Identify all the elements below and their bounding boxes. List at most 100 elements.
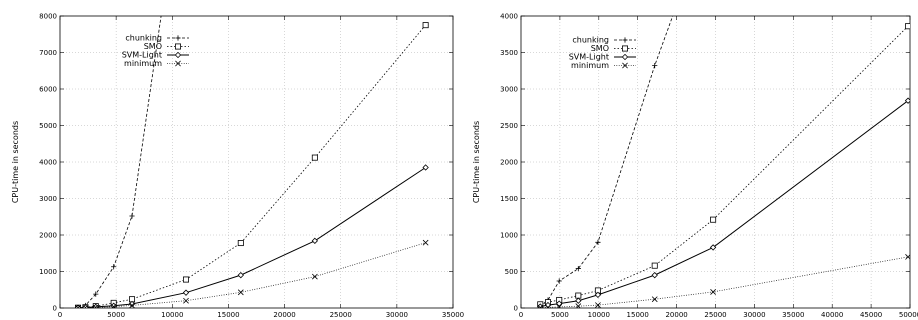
data-point-chunking <box>575 265 581 272</box>
x-tick-label: 10000 <box>588 311 610 319</box>
y-tick-label: 1000 <box>39 268 57 276</box>
legend-marker-chunking <box>622 37 628 43</box>
series-line-minimum <box>77 242 426 308</box>
y-tick-label: 8000 <box>39 13 57 21</box>
x-tick-label: 0 <box>58 311 62 319</box>
data-point-chunking <box>93 291 99 297</box>
legend-label-svm-light: SVM-Light <box>569 53 609 62</box>
data-point-minimum <box>129 302 135 308</box>
x-tick-label: 15000 <box>627 311 649 319</box>
data-point-smo <box>237 240 244 247</box>
data-point-chunking <box>652 63 658 69</box>
data-point-svm-light <box>575 297 582 304</box>
legend-label-smo: SMO <box>591 44 609 53</box>
legend-label-smo: SMO <box>144 42 162 51</box>
data-point-smo <box>311 154 318 161</box>
data-point-minimum <box>183 297 189 304</box>
x-tick-label: 20000 <box>665 311 687 319</box>
y-tick-label: 3500 <box>500 49 518 57</box>
data-point-minimum <box>537 304 544 308</box>
legend-marker-smo <box>174 43 181 50</box>
data-point-svm-light <box>422 164 429 171</box>
chart-panel-left: 0 5000 10000 15000 20000 25000 30000 35000 0 1000… <box>11 13 464 320</box>
data-point-smo <box>575 292 582 299</box>
data-point-smo <box>422 22 429 29</box>
x-tick-label: 5000 <box>551 311 569 319</box>
legend-label-chunking: chunking <box>572 36 609 45</box>
y-tick-label: 2000 <box>39 232 57 240</box>
legend-marker-smo <box>622 45 629 52</box>
series-line-svm-light <box>77 167 426 308</box>
y-tick-label: 7000 <box>39 49 57 57</box>
legend-marker-chunking <box>175 35 181 41</box>
x-tick-label: 35000 <box>442 311 464 319</box>
x-tick-label: 30000 <box>743 311 765 319</box>
y-tick-label: 4000 <box>39 159 57 167</box>
legend-marker-minimum <box>175 60 181 67</box>
x-tick-label: 20000 <box>273 311 295 319</box>
data-point-smo <box>651 262 658 269</box>
data-point-chunking <box>111 264 117 270</box>
legend-marker-svm-light <box>621 53 629 61</box>
data-point-minimum <box>575 303 582 308</box>
legend-marker-minimum <box>622 62 628 69</box>
plot-area <box>537 16 910 308</box>
data-point-svm-light <box>74 304 82 308</box>
x-tick-label: 5000 <box>107 311 125 319</box>
data-point-svm-light <box>651 271 658 279</box>
y-tick-label: 5000 <box>39 122 57 130</box>
legend-label-minimum: minimum <box>571 61 609 70</box>
data-point-svm-light <box>237 271 244 279</box>
x-tick-label: 25000 <box>704 311 726 319</box>
data-point-minimum <box>595 302 601 308</box>
data-point-minimum <box>651 296 658 303</box>
data-point-minimum <box>545 304 551 308</box>
data-point-smo <box>182 276 189 283</box>
data-point-minimum <box>110 303 117 308</box>
data-point-svm-light <box>182 289 190 296</box>
plot-frame <box>59 15 454 309</box>
x-tick-label: 25000 <box>330 311 352 319</box>
x-tick-label: 35000 <box>782 311 804 319</box>
data-point-svm-light <box>594 291 602 299</box>
data-point-minimum <box>92 304 99 308</box>
plot-frame <box>520 15 911 309</box>
data-point-minimum <box>75 305 81 308</box>
data-point-minimum <box>422 239 429 246</box>
x-tick-label: 40000 <box>821 311 843 319</box>
y-tick-label: 3000 <box>500 86 518 94</box>
data-point-svm-light <box>82 304 89 308</box>
data-point-svm-light <box>556 300 563 307</box>
series-line-svm-light <box>540 100 909 307</box>
data-point-smo <box>710 216 717 223</box>
y-tick-label: 1500 <box>500 195 518 203</box>
y-axis-title: CPU-time in seconds <box>11 121 20 203</box>
data-point-minimum <box>556 304 563 308</box>
data-point-svm-light <box>709 244 717 251</box>
series-line-minimum <box>540 256 909 308</box>
legend-label-chunking: chunking <box>125 34 162 43</box>
data-point-minimum <box>82 304 89 308</box>
data-point-minimum <box>905 254 910 260</box>
data-point-chunking <box>595 239 601 245</box>
x-tick-label: 15000 <box>217 311 239 319</box>
legend-label-svm-light: SVM-Light <box>122 51 162 60</box>
y-tick-label: 3000 <box>39 195 57 203</box>
data-point-svm-light <box>904 97 910 104</box>
data-point-svm-light <box>311 237 319 245</box>
data-point-chunking <box>129 213 135 219</box>
plot-area <box>74 16 429 308</box>
data-point-smo <box>905 23 910 30</box>
legend-label-minimum: minimum <box>124 59 162 68</box>
y-tick-label: 2500 <box>500 122 518 130</box>
y-tick-label: 2000 <box>500 159 518 167</box>
y-tick-label: 6000 <box>39 86 57 94</box>
legend-marker-svm-light <box>174 51 182 59</box>
chart-panel-right: 0 5000 10000 15000 20000 25000 30000 35000 40000… <box>472 13 918 320</box>
y-tick-label: 0 <box>514 305 518 313</box>
y-tick-label: 1000 <box>500 232 518 240</box>
x-tick-label: 30000 <box>386 311 408 319</box>
y-tick-label: 500 <box>505 268 518 276</box>
